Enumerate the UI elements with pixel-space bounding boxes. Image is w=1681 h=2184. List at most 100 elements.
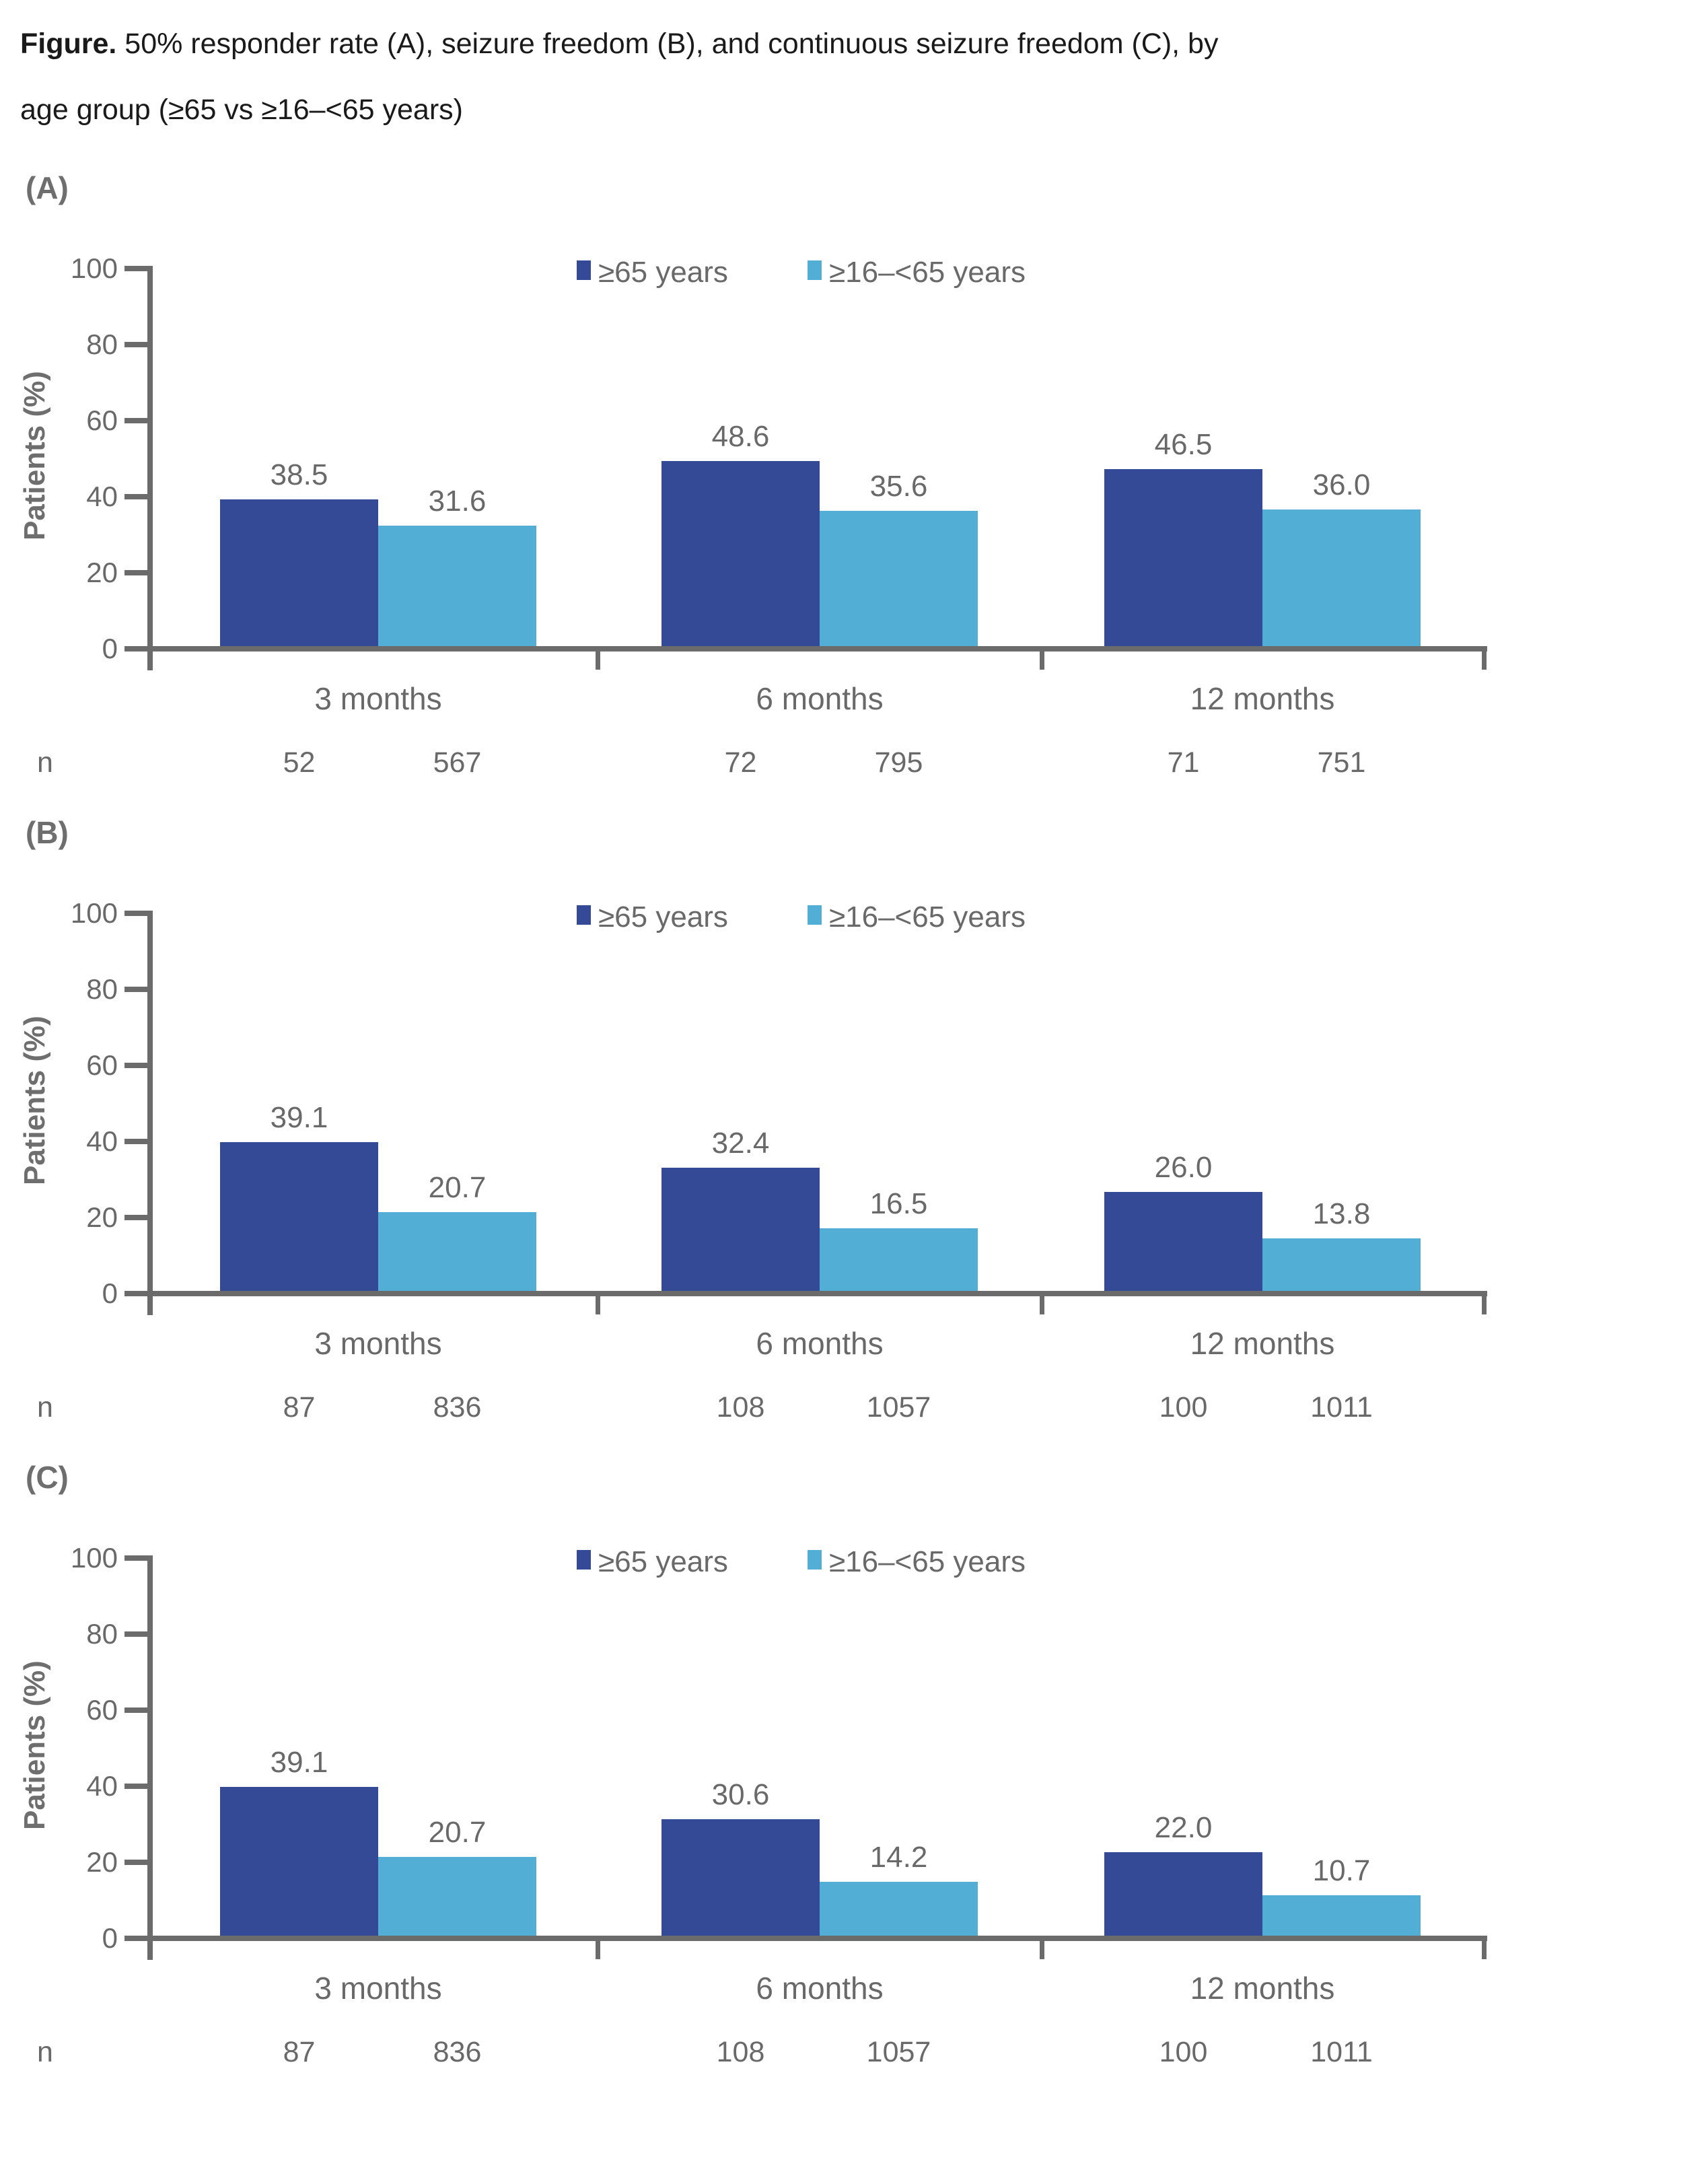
y-tick-label-c-40: 40 [86, 1770, 118, 1802]
y-tick-c-80 [124, 1631, 147, 1637]
y-tick-c-100 [124, 1555, 147, 1561]
x-category-label-a-1: 6 months [756, 681, 884, 716]
x-category-label-a-2: 12 months [1190, 681, 1335, 716]
x-boundary-tick-c-2 [1482, 1941, 1487, 1959]
bar-c-series1-group0 [378, 1857, 536, 1936]
bar-value-label-a-series1-group2: 36.0 [1312, 468, 1371, 501]
x-boundary-tick-a-0 [596, 651, 600, 670]
bar-c-series0-group1 [661, 1819, 820, 1936]
x-boundary-tick-c-0 [596, 1941, 600, 1959]
y-tick-label-b-100: 100 [70, 897, 118, 929]
caption-prefix: Figure. [20, 28, 117, 60]
bar-value-label-c-series0-group1: 30.6 [711, 1778, 770, 1811]
figure-caption: Figure. 50% responder rate (A), seizure … [20, 11, 1649, 143]
y-tick-b-100 [124, 911, 147, 916]
y-tick-label-a-0: 0 [102, 633, 118, 664]
n-value-c-series1-group2: 1011 [1310, 2036, 1373, 2068]
y-tick-b-20 [124, 1215, 147, 1220]
n-value-b-series1-group2: 1011 [1310, 1391, 1373, 1423]
x-category-label-b-1: 6 months [756, 1326, 884, 1361]
n-value-a-series1-group2: 751 [1317, 746, 1366, 779]
y-axis-line-a [147, 266, 153, 670]
x-axis-line-b [147, 1291, 1487, 1296]
x-category-label-c-0: 3 months [314, 1971, 442, 2006]
y-tick-label-b-40: 40 [86, 1125, 118, 1157]
bar-b-series0-group1 [661, 1168, 820, 1291]
y-tick-label-a-100: 100 [70, 252, 118, 284]
n-value-a-series1-group0: 567 [433, 746, 482, 779]
legend-swatch-icon [808, 260, 822, 280]
bar-value-label-b-series0-group2: 26.0 [1154, 1151, 1213, 1184]
n-value-c-series1-group0: 836 [433, 2036, 482, 2068]
y-tick-c-0 [124, 1936, 147, 1941]
y-tick-a-60 [124, 418, 147, 423]
bar-c-series0-group0 [220, 1787, 378, 1936]
y-tick-label-a-60: 60 [86, 404, 118, 436]
bar-b-series0-group0 [220, 1142, 378, 1291]
y-tick-c-60 [124, 1707, 147, 1713]
y-axis-title-c: Patients (%) [18, 1660, 51, 1831]
bar-value-label-c-series0-group0: 39.1 [270, 1746, 328, 1779]
y-tick-label-b-0: 0 [102, 1277, 118, 1309]
x-category-label-c-1: 6 months [756, 1971, 884, 2006]
y-tick-label-c-20: 20 [86, 1846, 118, 1878]
bar-value-label-a-series1-group0: 31.6 [428, 485, 487, 518]
y-tick-a-20 [124, 570, 147, 575]
x-boundary-tick-b-0 [596, 1296, 600, 1314]
bar-b-series0-group2 [1104, 1192, 1262, 1291]
y-tick-b-80 [124, 987, 147, 992]
bar-value-label-c-series1-group2: 10.7 [1312, 1854, 1371, 1887]
n-value-b-series0-group0: 87 [283, 1391, 316, 1423]
legend-label: ≥16–<65 years [829, 1545, 1026, 1578]
bar-value-label-a-series0-group1: 48.6 [711, 420, 770, 453]
bar-b-series1-group2 [1262, 1238, 1421, 1291]
n-value-b-series0-group1: 108 [716, 1391, 765, 1423]
y-tick-label-a-20: 20 [86, 557, 118, 588]
y-tick-a-100 [124, 266, 147, 271]
n-row-label-a: n [37, 746, 53, 779]
y-tick-b-40 [124, 1139, 147, 1144]
bar-value-label-b-series0-group0: 39.1 [270, 1101, 328, 1134]
y-tick-a-40 [124, 494, 147, 499]
bar-value-label-b-series1-group0: 20.7 [428, 1171, 487, 1204]
y-axis-line-b [147, 911, 153, 1315]
bar-value-label-a-series0-group0: 38.5 [270, 458, 328, 491]
bar-value-label-b-series1-group1: 16.5 [869, 1187, 928, 1220]
bar-a-series0-group2 [1104, 469, 1262, 646]
n-row-label-c: n [37, 2036, 53, 2068]
x-axis-line-a [147, 646, 1487, 651]
legend-label: ≥65 years [598, 256, 728, 289]
legend-swatch-icon [577, 260, 591, 280]
bar-b-series1-group0 [378, 1212, 536, 1291]
bar-a-series0-group0 [220, 499, 378, 646]
y-tick-label-b-60: 60 [86, 1049, 118, 1081]
x-category-label-b-2: 12 months [1190, 1326, 1335, 1361]
bar-value-label-b-series1-group2: 13.8 [1312, 1197, 1371, 1230]
n-row-label-b: n [37, 1391, 53, 1423]
legend-label: ≥16–<65 years [829, 256, 1026, 289]
n-value-a-series0-group1: 72 [724, 746, 757, 779]
n-value-a-series0-group0: 52 [283, 746, 316, 779]
y-axis-line-c [147, 1555, 153, 1960]
y-tick-a-0 [124, 646, 147, 651]
bar-c-series1-group2 [1262, 1895, 1421, 1936]
legend-swatch-icon [577, 1550, 591, 1570]
x-boundary-tick-a-1 [1040, 651, 1044, 670]
bar-a-series0-group1 [661, 461, 820, 646]
bar-value-label-c-series1-group0: 20.7 [428, 1816, 487, 1849]
y-tick-label-b-20: 20 [86, 1201, 118, 1233]
y-tick-label-a-40: 40 [86, 481, 118, 512]
n-value-c-series1-group1: 1057 [866, 2036, 931, 2068]
legend-swatch-icon [808, 905, 822, 925]
caption-text: 50% responder rate (A), seizure freedom … [116, 28, 1219, 60]
x-category-label-c-2: 12 months [1190, 1971, 1335, 2006]
bar-b-series1-group1 [820, 1228, 978, 1291]
y-tick-label-a-80: 80 [86, 328, 118, 360]
y-tick-label-c-60: 60 [86, 1694, 118, 1726]
x-boundary-tick-c-1 [1040, 1941, 1044, 1959]
bar-value-label-b-series0-group1: 32.4 [711, 1127, 770, 1160]
n-value-b-series1-group1: 1057 [866, 1391, 931, 1423]
n-value-b-series1-group0: 836 [433, 1391, 482, 1423]
caption-line-1: Figure. 50% responder rate (A), seizure … [20, 11, 1649, 77]
y-axis-title-b: Patients (%) [18, 1016, 51, 1186]
